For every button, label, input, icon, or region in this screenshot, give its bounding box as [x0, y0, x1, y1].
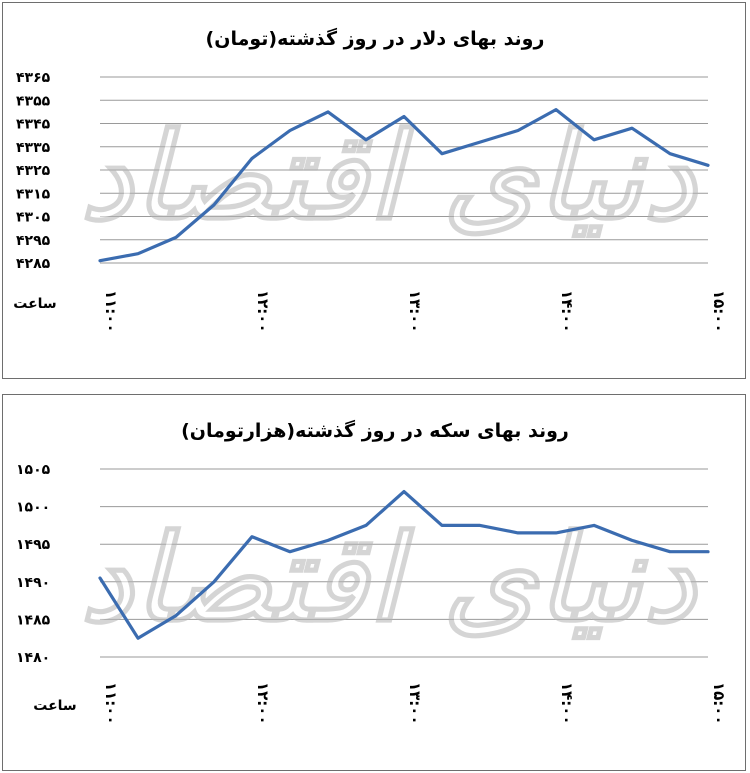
y-tick-label: ۱۴۸۵ [16, 612, 51, 628]
x-tick-label: ۱۲:۰۰ [254, 682, 272, 725]
dollar-chart-title: روند بهای دلار در روز گذشته(تومان) [206, 27, 545, 50]
y-tick-label: ۴۳۱۵ [16, 186, 51, 202]
coin-y-axis: ۱۴۸۰ ۱۴۸۵ ۱۴۹۰ ۱۴۹۵ ۱۵۰۰ ۱۵۰۵ [16, 462, 51, 666]
x-tick-label: ۱۳:۰۰ [406, 682, 424, 725]
coin-gridlines [100, 468, 708, 658]
coin-x-axis: ۱۱:۰۰ ۱۲:۰۰ ۱۳:۰۰ ۱۴:۰۰ ۱۵:۰۰ [102, 682, 728, 725]
y-tick-label: ۱۵۰۰ [16, 500, 50, 516]
dollar-price-line [98, 107, 710, 263]
watermark-text: دنیای اقتصاد [80, 508, 699, 649]
x-tick-label: ۱۴:۰۰ [558, 682, 576, 725]
x-tick-label: ۱۱:۰۰ [102, 682, 120, 725]
x-tick-label: ۱۳:۰۰ [406, 290, 424, 333]
y-tick-label: ۴۲۸۵ [16, 256, 51, 272]
coin-chart-panel: روند بهای سکه در روز گذشته(هزارتومان) دن… [2, 394, 746, 771]
y-tick-label: ۱۵۰۵ [16, 462, 51, 478]
x-tick-label: ۱۵:۰۰ [710, 682, 728, 725]
y-tick-label: ۴۳۳۵ [16, 140, 51, 156]
y-tick-label: ۴۲۹۵ [16, 233, 51, 249]
x-tick-label: ۱۵:۰۰ [710, 290, 728, 333]
y-tick-label: ۴۳۵۵ [16, 93, 51, 109]
x-tick-label: ۱۴:۰۰ [558, 290, 576, 333]
dollar-chart-panel: روند بهای دلار در روز گذشته(تومان) دنیای… [2, 2, 746, 379]
dollar-chart: روند بهای دلار در روز گذشته(تومان) دنیای… [13, 27, 728, 333]
coin-chart-title: روند بهای سکه در روز گذشته(هزارتومان) [181, 419, 569, 442]
dollar-x-axis: ۱۱:۰۰ ۱۲:۰۰ ۱۳:۰۰ ۱۴:۰۰ ۱۵:۰۰ [102, 290, 728, 333]
coin-price-line [98, 489, 710, 640]
x-tick-label: ۱۱:۰۰ [102, 290, 120, 333]
y-tick-label: ۱۴۸۰ [16, 650, 50, 666]
y-tick-label: ۱۴۹۰ [16, 575, 50, 591]
coin-chart: روند بهای سکه در روز گذشته(هزارتومان) دن… [16, 419, 728, 725]
y-tick-label: ۱۴۹۵ [16, 537, 51, 553]
dollar-y-axis: ۴۲۸۵ ۴۲۹۵ ۴۳۰۵ ۴۳۱۵ ۴۳۲۵ ۴۳۳۵ ۴۳۴۵ ۴۳۵۵ ۴۳۶۵ [16, 70, 51, 272]
x-tick-label: ۱۲:۰۰ [254, 290, 272, 333]
watermark-text: دنیای اقتصاد [80, 106, 699, 247]
y-tick-label: ۴۳۶۵ [16, 70, 51, 86]
dollar-x-axis-label: ساعت [13, 296, 56, 312]
y-tick-label: ۴۳۴۵ [16, 117, 51, 133]
y-tick-label: ۴۳۲۵ [16, 163, 51, 179]
coin-x-axis-label: ساعت [33, 698, 76, 714]
y-tick-label: ۴۳۰۵ [16, 210, 51, 226]
